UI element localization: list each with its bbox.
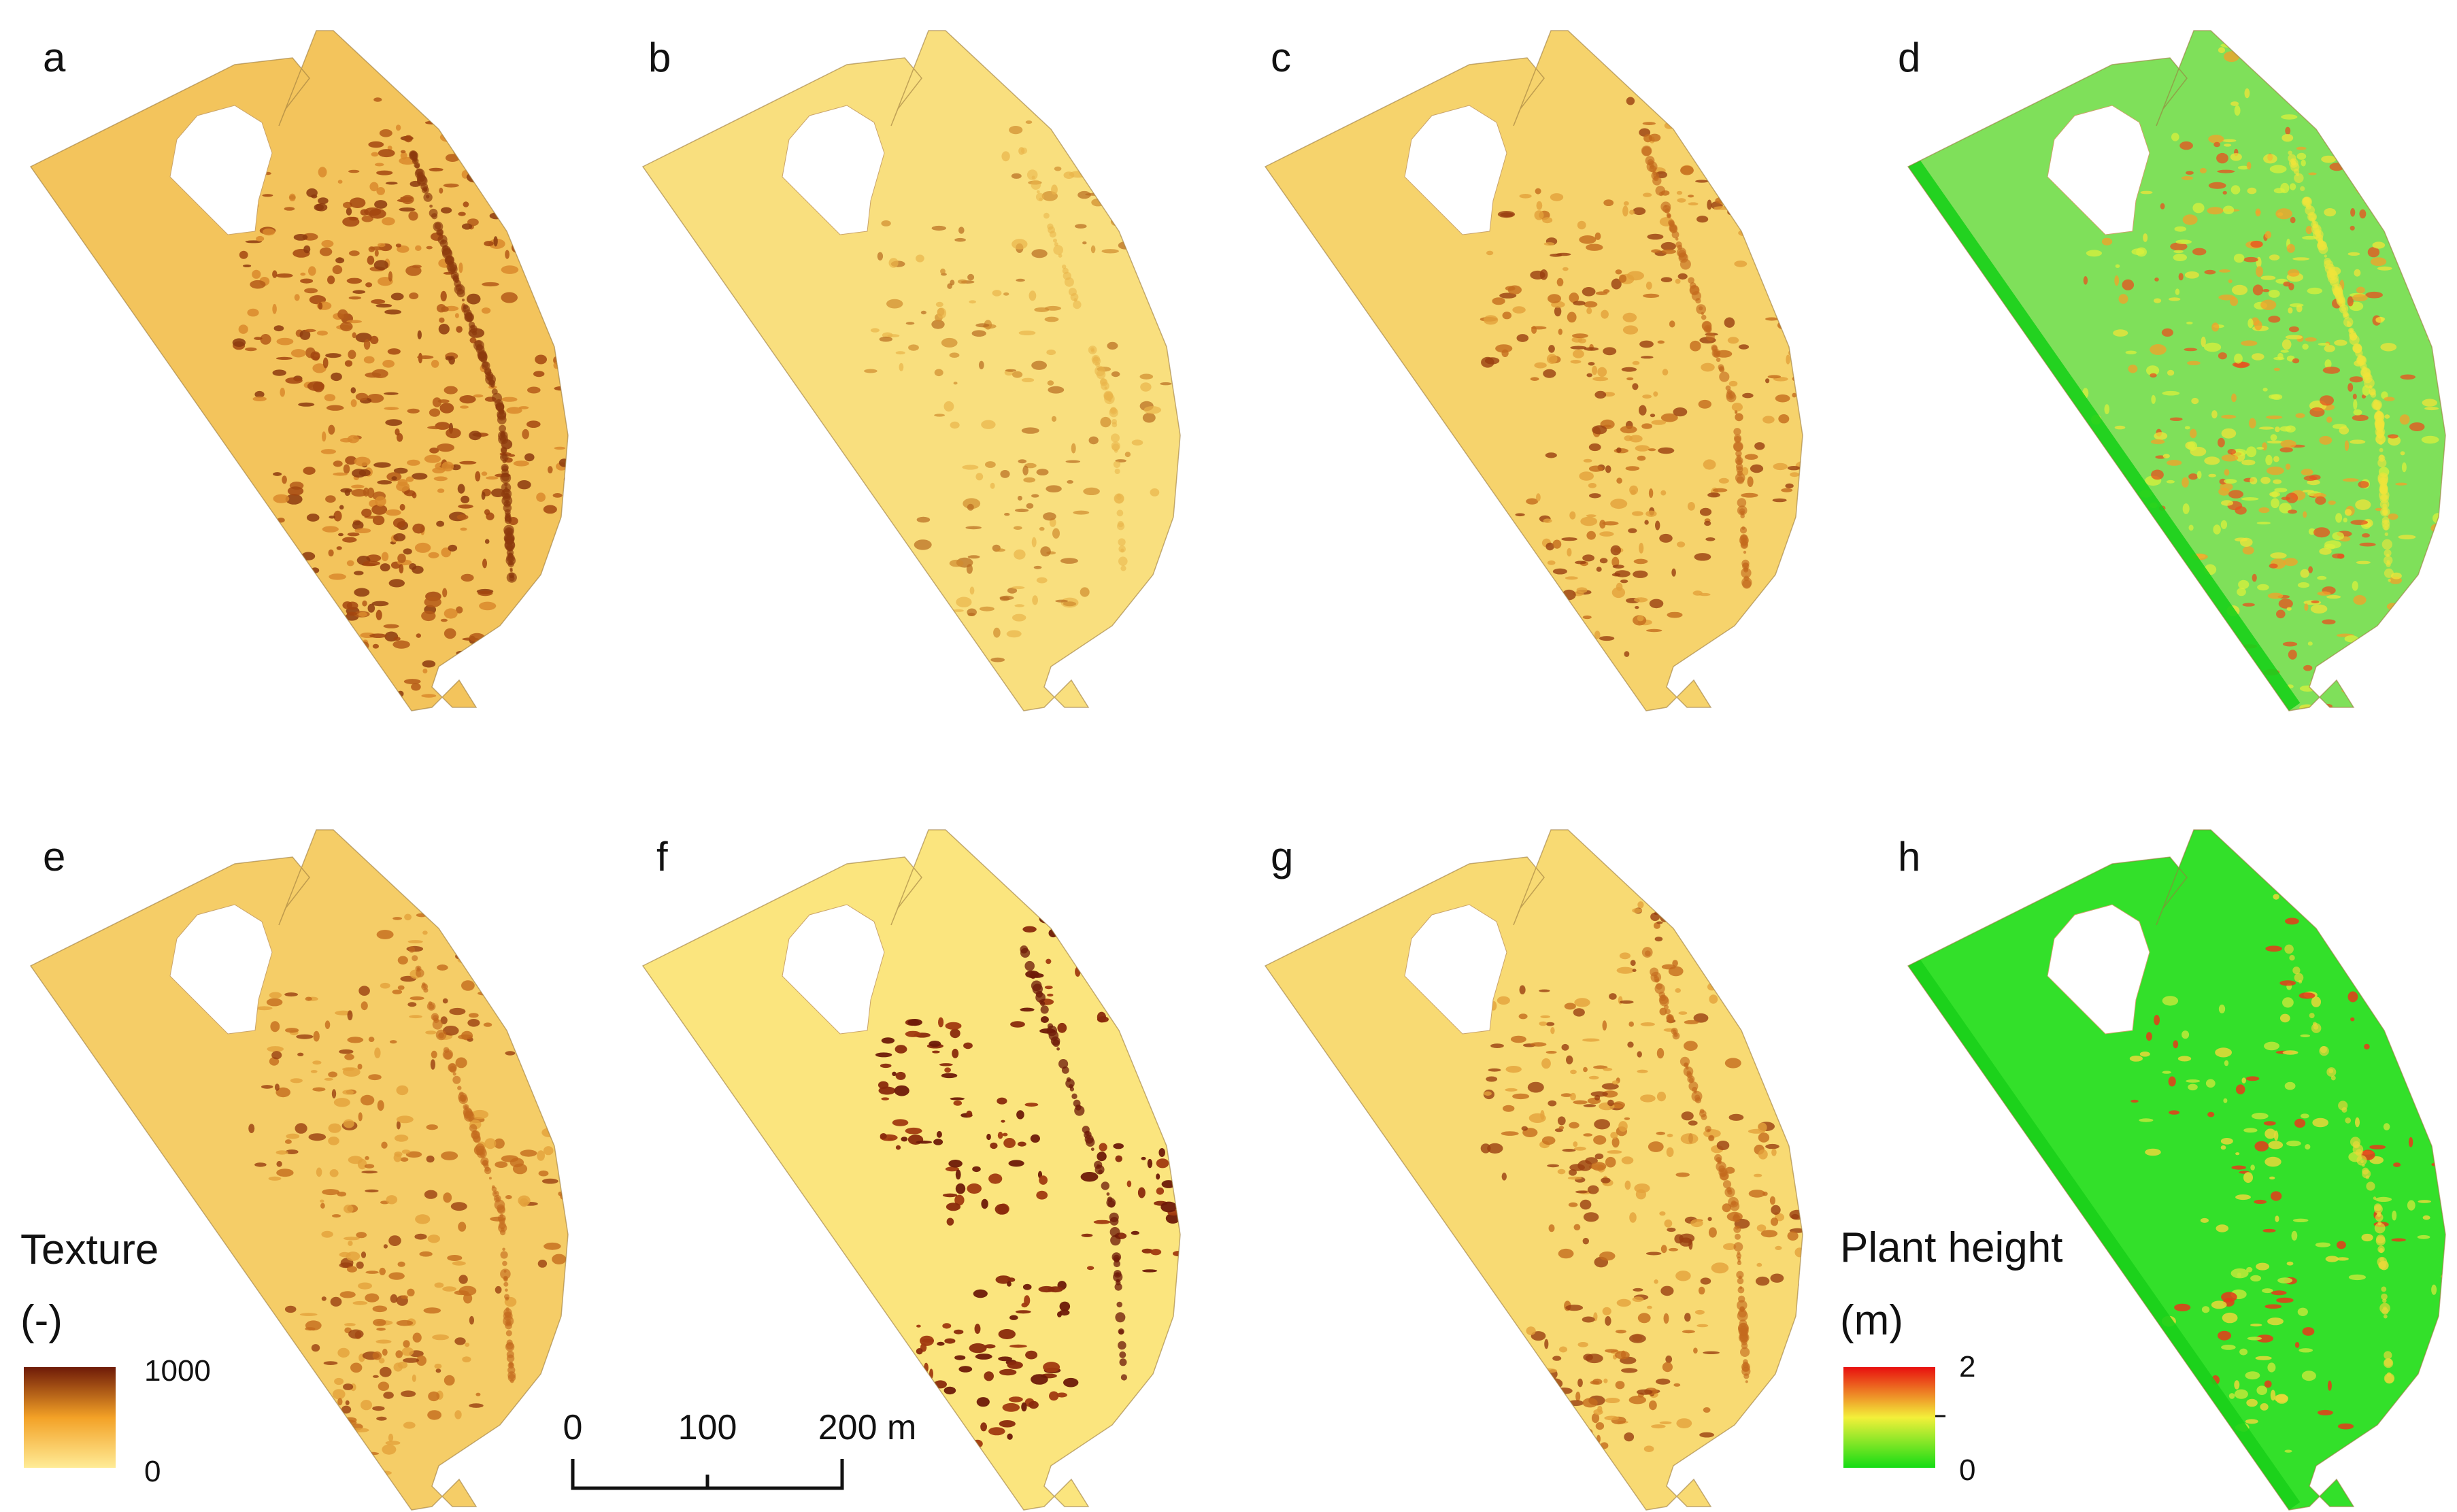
texture-color-ramp (24, 1367, 116, 1468)
scale-bar: 0 100 200 m (563, 1408, 917, 1490)
panel-label-e: e (43, 834, 65, 879)
panel-label-h: h (1898, 834, 1920, 879)
panel-label-c: c (1271, 35, 1291, 80)
plant-height-color-ramp (1843, 1367, 1935, 1468)
map-panel-g: g (1265, 829, 1803, 1511)
texture-legend-max: 1000 (144, 1354, 211, 1388)
panel-label-f: f (656, 834, 668, 879)
texture-legend-unit: (-) (20, 1297, 63, 1344)
texture-legend-title: Texture (20, 1226, 158, 1273)
plant-height-legend: Plant height (m) 2 0 (1840, 1224, 2062, 1487)
map-panel-h: h (1898, 829, 2446, 1511)
field-map (1265, 829, 1803, 1511)
panel-label-d: d (1898, 35, 1920, 80)
map-panel-c: c (1265, 30, 1803, 711)
field-map (1265, 30, 1803, 711)
plant-height-legend-unit: (m) (1840, 1297, 1903, 1344)
plant-height-legend-max: 2 (1959, 1350, 1975, 1383)
field-map (30, 30, 569, 711)
panel-label-a: a (43, 35, 66, 80)
scale-bar-line (571, 1459, 844, 1490)
map-panel-d: d (1898, 30, 2446, 711)
panel-label-b: b (648, 35, 671, 80)
field-map (1907, 30, 2446, 711)
field-map (1907, 829, 2446, 1511)
texture-legend-min: 0 (144, 1455, 161, 1488)
map-panel-a: a (30, 30, 569, 711)
scale-label-100: 100 (678, 1408, 737, 1447)
panel-label-g: g (1271, 834, 1293, 879)
plant-height-legend-title: Plant height (1840, 1224, 2062, 1271)
field-map (642, 30, 1181, 711)
scale-label-200: 200 m (818, 1408, 917, 1447)
plant-height-legend-min: 0 (1959, 1454, 1975, 1487)
scale-label-0: 0 (563, 1408, 583, 1447)
texture-legend: Texture (-) 1000 0 (20, 1226, 211, 1488)
map-panel-b: b (642, 30, 1181, 711)
